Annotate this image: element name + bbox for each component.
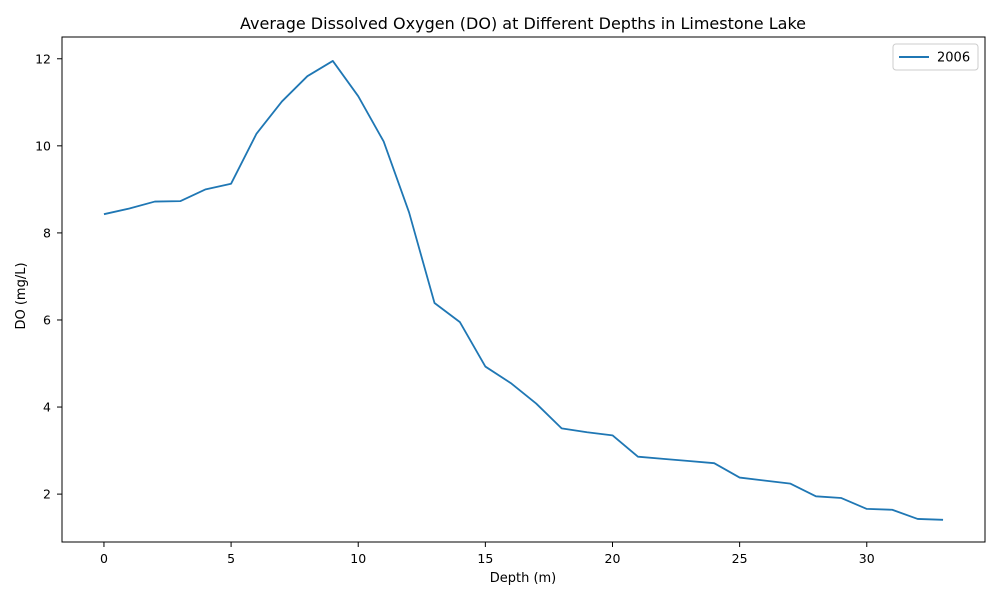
x-tick-label-15: 15	[477, 551, 493, 566]
series-layer	[103, 60, 944, 521]
legend: 2006	[892, 43, 979, 71]
x-tick-label-5: 5	[227, 551, 235, 566]
x-tick-label-0: 0	[100, 551, 108, 566]
y-axis: 2 4 6 8 10 12	[35, 51, 62, 502]
y-tick-label-10: 10	[35, 138, 51, 153]
y-tick-label-4: 4	[43, 400, 51, 415]
x-tick-label-30: 30	[859, 551, 875, 566]
legend-label-2006: 2006	[937, 51, 970, 66]
y-axis-label: DO (mg/L)	[14, 262, 29, 329]
x-tick-label-20: 20	[605, 551, 621, 566]
y-tick-label-8: 8	[43, 225, 51, 240]
plot-area: 0 5 10 15 20 25 30 2 4 6 8 10 12	[35, 36, 986, 566]
x-axis-label: Depth (m)	[490, 571, 557, 586]
y-tick-label-6: 6	[43, 312, 51, 327]
plot-frame	[61, 36, 986, 543]
x-tick-label-25: 25	[732, 551, 748, 566]
chart-title: Average Dissolved Oxygen (DO) at Differe…	[240, 14, 806, 33]
legend-box	[892, 43, 979, 71]
y-tick-label-12: 12	[35, 51, 51, 66]
x-tick-label-10: 10	[350, 551, 366, 566]
x-axis: 0 5 10 15 20 25 30	[100, 542, 875, 566]
y-tick-label-2: 2	[43, 487, 51, 502]
series-line-2006	[103, 60, 944, 521]
